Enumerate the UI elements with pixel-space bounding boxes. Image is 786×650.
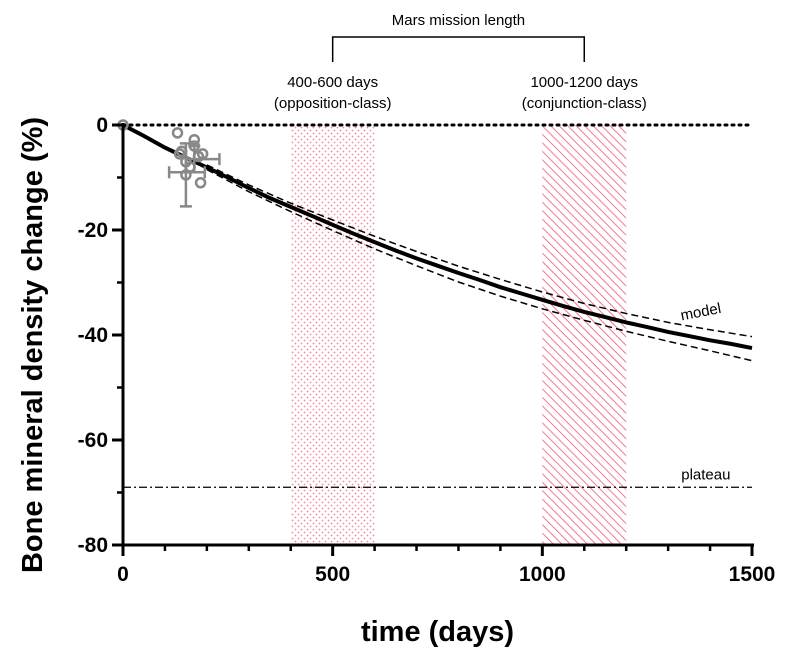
y-axis-title: Bone mineral density change (%) (17, 117, 49, 573)
model-line (122, 123, 753, 351)
plateau-label: plateau (681, 466, 730, 483)
axes: 0 -20 -40 -60 -80 0 500 1000 1500 (78, 114, 776, 586)
data-point-6 (188, 140, 201, 152)
observed-data (117, 119, 221, 208)
opposition-band-label-days: 400-600 days (287, 74, 378, 91)
mission-bands (290, 125, 627, 545)
bracket-group: Mars mission length (331, 12, 586, 62)
data-point-11 (196, 148, 209, 160)
y-tick-label: -60 (78, 429, 108, 452)
y-tick-label: -80 (78, 534, 108, 557)
data-point-12 (173, 148, 186, 160)
conjunction-band-label-days: 1000-1200 days (530, 74, 638, 91)
data-point-10 (180, 169, 192, 181)
y-tick-label: -20 (78, 219, 108, 242)
x-tick-label: 500 (315, 563, 350, 586)
model-ci-line-1 (206, 164, 753, 338)
reference-lines (121, 123, 754, 488)
y-tick-label: 0 (96, 114, 108, 137)
mission-band-1 (290, 125, 375, 545)
model-label: model (679, 300, 722, 324)
mission-length-bracket (331, 36, 586, 62)
x-tick-label: 1500 (729, 563, 776, 586)
model-series (122, 123, 753, 362)
x-tick-label: 1000 (519, 563, 566, 586)
model-ci-line-2 (206, 168, 753, 362)
mission-band-2 (542, 125, 627, 545)
conjunction-band-label-class: (conjunction-class) (522, 95, 647, 112)
y-tick-label: -40 (78, 324, 108, 347)
data-point-9 (194, 177, 207, 189)
data-point-2 (171, 127, 184, 139)
x-tick-label: 0 (117, 563, 129, 586)
opposition-band-label-class: (opposition-class) (274, 95, 392, 112)
x-axis-title: time (days) (361, 616, 514, 648)
mission-length-label: Mars mission length (392, 12, 525, 29)
data-point-7 (188, 133, 201, 146)
